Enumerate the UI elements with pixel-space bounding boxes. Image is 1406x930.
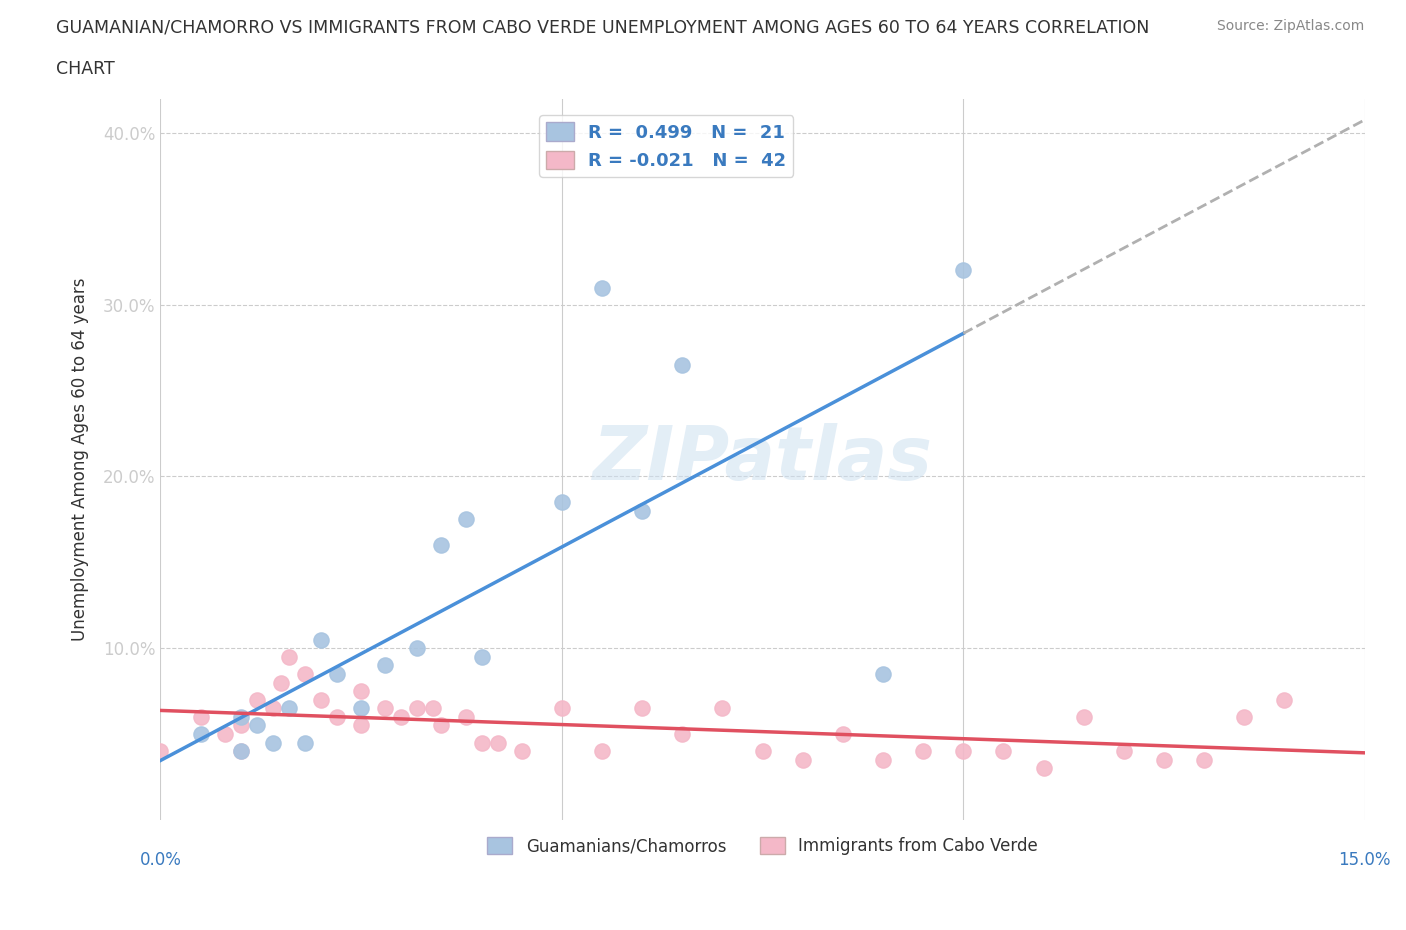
Point: [430, 718, 453, 733]
Point: [591, 744, 613, 759]
Legend: Guamanians/Chamorros, Immigrants from Cabo Verde: Guamanians/Chamorros, Immigrants from Ca…: [481, 830, 1045, 862]
Point: [262, 736, 284, 751]
Point: [792, 752, 814, 767]
Point: [631, 701, 654, 716]
Point: [406, 701, 429, 716]
Point: [454, 512, 477, 527]
Point: [294, 736, 316, 751]
Point: [149, 744, 172, 759]
Point: [1274, 692, 1296, 707]
Point: [262, 701, 284, 716]
Point: [1233, 710, 1256, 724]
Point: [309, 692, 332, 707]
Text: CHART: CHART: [56, 60, 115, 78]
Point: [711, 701, 734, 716]
Point: [294, 667, 316, 682]
Point: [309, 632, 332, 647]
Point: [214, 726, 236, 741]
Point: [952, 263, 974, 278]
Point: [350, 684, 373, 698]
Point: [190, 726, 212, 741]
Point: [1153, 752, 1175, 767]
Point: [486, 736, 509, 751]
Point: [471, 649, 494, 664]
Point: [1112, 744, 1135, 759]
Point: [591, 280, 613, 295]
Point: [551, 701, 574, 716]
Point: [631, 503, 654, 518]
Point: [454, 710, 477, 724]
Text: 15.0%: 15.0%: [1339, 851, 1391, 869]
Point: [389, 710, 412, 724]
Point: [270, 675, 292, 690]
Point: [374, 701, 396, 716]
Point: [326, 667, 349, 682]
Point: [1192, 752, 1215, 767]
Text: Source: ZipAtlas.com: Source: ZipAtlas.com: [1216, 19, 1364, 33]
Text: GUAMANIAN/CHAMORRO VS IMMIGRANTS FROM CABO VERDE UNEMPLOYMENT AMONG AGES 60 TO 6: GUAMANIAN/CHAMORRO VS IMMIGRANTS FROM CA…: [56, 19, 1150, 36]
Point: [430, 538, 453, 552]
Point: [1032, 761, 1054, 776]
Point: [872, 752, 894, 767]
Y-axis label: Unemployment Among Ages 60 to 64 years: Unemployment Among Ages 60 to 64 years: [72, 277, 89, 641]
Point: [246, 692, 269, 707]
Point: [350, 718, 373, 733]
Point: [671, 726, 693, 741]
Point: [422, 701, 444, 716]
Point: [278, 649, 301, 664]
Point: [551, 495, 574, 510]
Point: [229, 744, 252, 759]
Point: [229, 718, 252, 733]
Point: [326, 710, 349, 724]
Point: [832, 726, 855, 741]
Point: [229, 744, 252, 759]
Point: [374, 658, 396, 672]
Point: [190, 710, 212, 724]
Text: 0.0%: 0.0%: [139, 851, 181, 869]
Point: [1073, 710, 1095, 724]
Point: [751, 744, 773, 759]
Point: [229, 710, 252, 724]
Point: [952, 744, 974, 759]
Point: [246, 718, 269, 733]
Point: [872, 667, 894, 682]
Text: ZIPatlas: ZIPatlas: [592, 423, 932, 496]
Point: [912, 744, 935, 759]
Point: [350, 701, 373, 716]
Point: [510, 744, 533, 759]
Point: [471, 736, 494, 751]
Point: [993, 744, 1015, 759]
Point: [278, 701, 301, 716]
Point: [671, 357, 693, 372]
Point: [406, 641, 429, 656]
